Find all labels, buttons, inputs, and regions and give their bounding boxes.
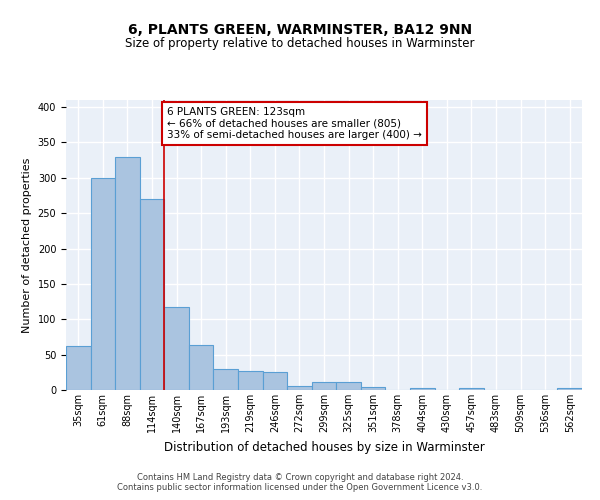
Bar [238,371,263,390]
Bar [557,388,582,390]
Y-axis label: Number of detached properties: Number of detached properties [22,158,32,332]
Text: 6 PLANTS GREEN: 123sqm
← 66% of detached houses are smaller (805)
33% of semi-de: 6 PLANTS GREEN: 123sqm ← 66% of detached… [167,107,422,140]
Bar [189,346,214,390]
Bar [91,178,115,390]
Bar [115,156,140,390]
Bar [66,346,91,390]
X-axis label: Distribution of detached houses by size in Warminster: Distribution of detached houses by size … [164,440,484,454]
Bar [361,387,385,390]
Bar [214,370,238,390]
Text: Contains HM Land Registry data © Crown copyright and database right 2024.
Contai: Contains HM Land Registry data © Crown c… [118,473,482,492]
Text: 6, PLANTS GREEN, WARMINSTER, BA12 9NN: 6, PLANTS GREEN, WARMINSTER, BA12 9NN [128,22,472,36]
Bar [287,386,312,390]
Bar [140,199,164,390]
Bar [164,306,189,390]
Bar [336,382,361,390]
Bar [312,382,336,390]
Bar [459,388,484,390]
Bar [410,388,434,390]
Bar [263,372,287,390]
Text: Size of property relative to detached houses in Warminster: Size of property relative to detached ho… [125,38,475,51]
